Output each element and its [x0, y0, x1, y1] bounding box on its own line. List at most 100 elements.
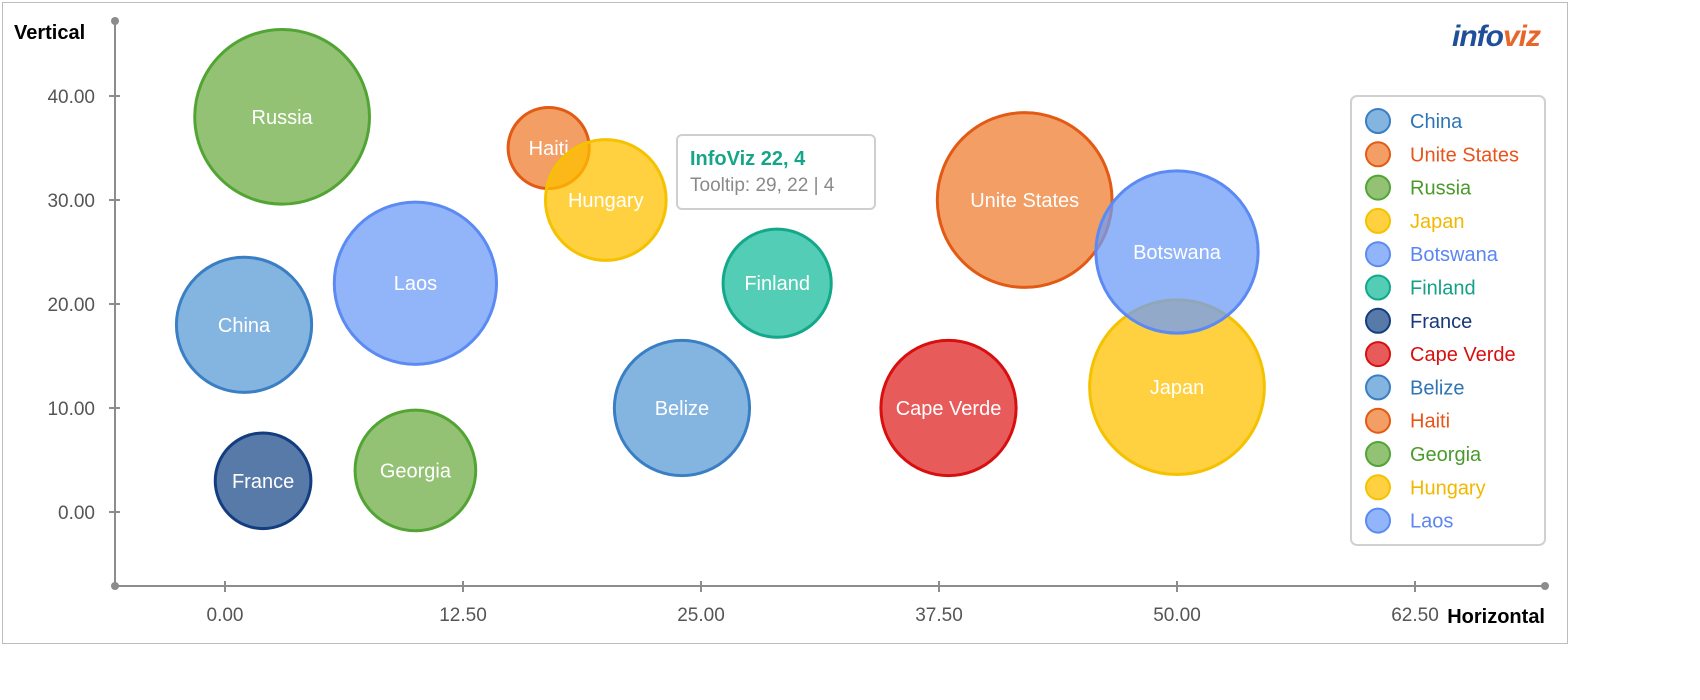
legend-label: Russia [1410, 178, 1472, 200]
bubble-label: Finland [744, 273, 810, 295]
tooltip-title: InfoViz 22, 4 [690, 148, 806, 170]
legend-label: Belize [1410, 377, 1464, 399]
bubble-label: Unite States [970, 190, 1079, 212]
legend-item-finland[interactable]: Finland [1365, 274, 1476, 301]
bubble-circle[interactable] [543, 138, 668, 262]
y-tick-label: 40.00 [47, 87, 95, 108]
legend-swatch [1365, 307, 1391, 334]
bubble-unite-states[interactable]: Unite States [935, 111, 1114, 289]
legend-label: China [1410, 111, 1463, 133]
y-tick-label: 20.00 [47, 295, 95, 316]
legend-label: France [1410, 311, 1472, 333]
y-tick-label: 10.00 [47, 399, 95, 420]
legend-label: Japan [1410, 211, 1465, 233]
bubble-circle[interactable] [353, 408, 478, 533]
legend-swatch [1365, 507, 1391, 534]
legend-swatch [1365, 141, 1391, 168]
legend-item-japan[interactable]: Japan [1365, 207, 1465, 234]
axes: 0.00 10.00 20.00 30.00 40.00 0.00 12.50 25.00 37… [14, 17, 1549, 628]
axis-end-dot [1541, 582, 1549, 590]
y-tick-label: 30.00 [47, 191, 95, 212]
legend-item-china[interactable]: China [1365, 108, 1463, 134]
x-tick-label: 25.00 [677, 605, 725, 626]
legend-item-russia[interactable]: Russia [1365, 174, 1472, 201]
logo-part-2: viz [1502, 20, 1541, 53]
tooltip-body: Tooltip: 29, 22 | 4 [690, 175, 835, 196]
x-tick-label: 50.00 [1153, 605, 1201, 626]
legend-item-haiti[interactable]: Haiti [1365, 407, 1450, 434]
bubble-label: Cape Verde [896, 398, 1002, 420]
legend-item-belize[interactable]: Belize [1365, 374, 1464, 401]
legend-label: Georgia [1410, 444, 1482, 466]
legend-swatch [1365, 341, 1391, 368]
legend-item-georgia[interactable]: Georgia [1365, 441, 1482, 467]
legend-label: Haiti [1410, 411, 1450, 433]
bubble-belize[interactable]: Belize [612, 338, 752, 478]
legend-box [1350, 95, 1546, 546]
bubble-cape-verde[interactable]: Cape Verde [879, 338, 1018, 478]
legend-label: Hungary [1410, 477, 1486, 499]
bubble-botswana[interactable]: Botswana [1094, 169, 1260, 335]
bubble-label: China [218, 315, 271, 337]
x-tick-label: 62.50 [1391, 605, 1439, 626]
legend-swatch [1365, 274, 1391, 301]
legend-swatch [1365, 374, 1391, 401]
legend-swatch [1365, 207, 1391, 234]
bubble-russia[interactable]: Russia [193, 27, 371, 206]
bubble-circle[interactable] [721, 227, 833, 339]
legend-swatch [1365, 241, 1391, 268]
legend: China Unite States Russia Japan Botswana Finl… [1350, 95, 1546, 546]
legend-swatch [1365, 474, 1391, 501]
bubble-circle[interactable] [1094, 169, 1260, 335]
legend-label: Botswana [1410, 244, 1499, 266]
x-axis-title: Horizontal [1447, 606, 1545, 628]
bubble-label: Botswana [1133, 242, 1222, 264]
bubble-circle[interactable] [332, 200, 499, 366]
bubble-label: Japan [1150, 377, 1205, 399]
bubble-label: Georgia [380, 460, 452, 482]
infoviz-logo: infoviz [1452, 20, 1541, 53]
bubble-circle[interactable] [213, 431, 313, 531]
legend-item-unite-states[interactable]: Unite States [1365, 141, 1519, 168]
bubble-circle[interactable] [174, 255, 314, 394]
bubble-label: Belize [655, 398, 709, 420]
axis-end-dot [111, 17, 119, 25]
legend-label: Finland [1410, 278, 1476, 300]
bubble-label: Laos [394, 273, 437, 295]
legend-item-laos[interactable]: Laos [1365, 507, 1453, 534]
bubble-china[interactable]: China [174, 255, 314, 394]
legend-swatch [1365, 441, 1391, 467]
bubble-laos[interactable]: Laos [332, 200, 499, 366]
tooltip: InfoViz 22, 4 Tooltip: 29, 22 | 4 [676, 134, 876, 210]
legend-swatch [1365, 407, 1391, 434]
bubble-hungary[interactable]: Hungary [543, 138, 668, 262]
bubble-finland[interactable]: Finland [721, 227, 833, 339]
bubble-circle[interactable] [935, 111, 1114, 289]
logo-part-1: info [1452, 20, 1504, 53]
legend-label: Laos [1410, 511, 1453, 533]
y-tick-label: 0.00 [58, 503, 95, 524]
bubble-label: France [232, 471, 294, 493]
bubble-label: Russia [252, 107, 314, 129]
x-tick-label: 0.00 [207, 605, 244, 626]
legend-label: Unite States [1410, 144, 1519, 166]
bubbles: China Unite States Russia Japan Botswana Finl… [174, 27, 1266, 533]
bubble-georgia[interactable]: Georgia [353, 408, 478, 533]
legend-item-hungary[interactable]: Hungary [1365, 474, 1486, 501]
legend-item-botswana[interactable]: Botswana [1365, 241, 1499, 268]
legend-item-cape-verde[interactable]: Cape Verde [1365, 341, 1516, 368]
bubble-circle[interactable] [612, 338, 752, 478]
axis-end-dot [111, 582, 119, 590]
legend-label: Cape Verde [1410, 344, 1516, 366]
bubble-circle[interactable] [879, 338, 1018, 478]
x-tick-label: 12.50 [439, 605, 487, 626]
bubble-label: Haiti [529, 138, 569, 160]
legend-swatch [1365, 174, 1391, 201]
x-tick-label: 37.50 [915, 605, 963, 626]
bubble-label: Hungary [568, 190, 644, 212]
legend-item-france[interactable]: France [1365, 307, 1472, 334]
bubble-france[interactable]: France [213, 431, 313, 531]
y-axis-title: Vertical [14, 22, 85, 44]
bubble-circle[interactable] [193, 27, 371, 206]
